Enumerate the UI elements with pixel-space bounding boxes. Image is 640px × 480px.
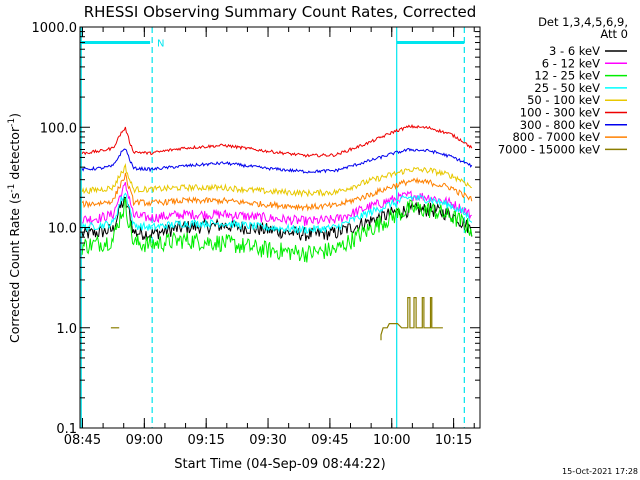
series-line	[81, 163, 472, 198]
y-tick-label: 0.1	[56, 422, 77, 437]
y-axis-label: Corrected Count Rate (s-1 detector-1)	[7, 113, 22, 343]
x-tick-label: 08:45	[64, 433, 101, 448]
chart-title: RHESSI Observing Summary Count Rates, Co…	[84, 3, 477, 21]
x-tick-label: 09:00	[126, 433, 163, 448]
series-line	[81, 182, 472, 227]
x-tick-label: 09:15	[187, 433, 224, 448]
time-markers: N	[80, 27, 465, 428]
legend-title-line1: Det 1,3,4,5,6,9,	[538, 15, 628, 29]
series-line	[81, 147, 473, 174]
y-tick-label: 1.0	[56, 322, 77, 337]
series-line	[81, 123, 473, 158]
y-tick-label: 10.0	[48, 222, 77, 237]
series-line	[81, 192, 473, 234]
legend-label: 3 - 6 keV	[549, 44, 600, 58]
legend-label: 800 - 7000 keV	[512, 130, 600, 144]
x-tick-label: 09:30	[249, 433, 286, 448]
y-tick-label: 100.0	[40, 121, 77, 136]
legend-label: 100 - 300 keV	[520, 106, 600, 120]
marker-label: N	[157, 39, 164, 50]
x-tick-label: 10:15	[435, 433, 472, 448]
series-layer	[81, 123, 473, 341]
legend-title-line2: Att 0	[600, 27, 628, 41]
series-line	[81, 198, 473, 263]
x-axis-label: Start Time (04-Sep-09 08:44:22)	[174, 457, 385, 472]
y-tick-label: 1000.0	[32, 21, 78, 36]
series-line-segment	[380, 297, 443, 341]
y-axis: 1000.0 100.0 10.0 1.0 0.1	[32, 21, 480, 437]
legend-label: 12 - 25 keV	[534, 69, 600, 83]
legend-label: 6 - 12 keV	[542, 56, 600, 70]
footer-timestamp: 15-Oct-2021 17:28	[562, 467, 638, 476]
legend-label: 300 - 800 keV	[520, 118, 600, 132]
legend-label: 50 - 100 keV	[527, 93, 600, 107]
legend-label: 25 - 50 keV	[534, 81, 600, 95]
legend-label: 7000 - 15000 keV	[498, 142, 600, 156]
x-tick-label: 10:00	[373, 433, 410, 448]
series-line	[81, 172, 473, 212]
x-axis: 08:45 09:00 09:15 09:30 09:45 10:00 10:15	[64, 27, 475, 448]
x-tick-label: 09:45	[311, 433, 348, 448]
